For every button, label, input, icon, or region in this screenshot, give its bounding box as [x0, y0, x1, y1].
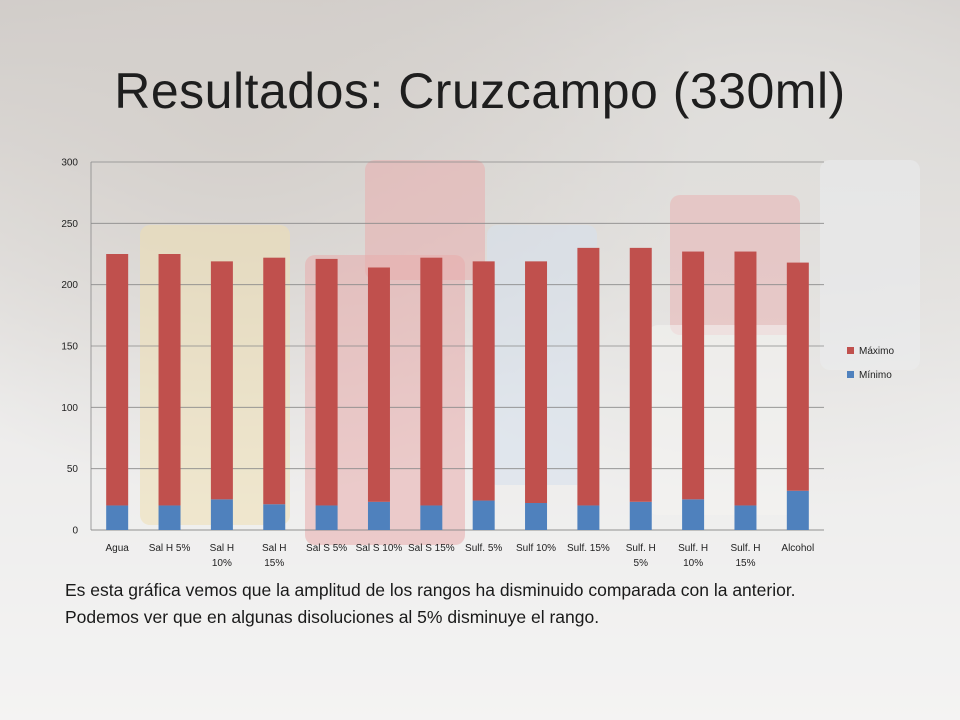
bar-maximo	[682, 251, 705, 500]
bar-maximo	[472, 261, 495, 501]
x-tick-label: Sal S 15%	[408, 543, 455, 554]
x-tick-label: Sulf. 15%	[567, 543, 610, 554]
bar-minimo	[106, 505, 129, 530]
x-tick-label: 15%	[264, 558, 284, 569]
slide-caption: Es esta gráfica vemos que la amplitud de…	[65, 580, 796, 627]
bar-minimo	[786, 490, 809, 530]
bar-minimo	[315, 505, 338, 530]
legend-swatch	[847, 347, 854, 354]
bar-minimo	[210, 499, 233, 530]
x-tick-label: Agua	[105, 543, 129, 554]
x-tick-label: Sulf. H	[730, 543, 760, 554]
bar-maximo	[786, 262, 809, 491]
bar-maximo	[263, 257, 286, 505]
bar-minimo	[577, 505, 600, 530]
x-tick-label: Sulf. H	[678, 543, 708, 554]
x-tick-label: Sal S 5%	[306, 543, 347, 554]
x-tick-label: Sulf. H	[626, 543, 656, 554]
x-tick-label: Sal H	[210, 543, 234, 554]
bar-minimo	[420, 505, 443, 530]
bar-maximo	[315, 258, 338, 506]
bar-minimo	[629, 501, 652, 530]
bar-minimo	[158, 505, 181, 530]
bar-minimo	[263, 504, 286, 530]
bar-minimo	[682, 499, 705, 530]
bar-maximo	[525, 261, 548, 504]
y-tick-label: 300	[61, 158, 78, 169]
legend-swatch	[847, 371, 854, 378]
bar-maximo	[210, 261, 233, 500]
x-tick-label: Sal H	[262, 543, 286, 554]
y-tick-label: 250	[61, 219, 78, 230]
y-tick-label: 50	[67, 464, 79, 475]
legend-label: Máximo	[859, 346, 894, 357]
x-tick-label: Sulf 10%	[516, 543, 556, 554]
bar-maximo	[577, 247, 600, 506]
x-tick-label: 10%	[212, 558, 232, 569]
x-tick-label: Alcohol	[781, 543, 814, 554]
x-tick-label: 10%	[683, 558, 703, 569]
y-tick-label: 150	[61, 342, 78, 353]
bar-maximo	[629, 247, 652, 502]
bar-maximo	[420, 257, 443, 506]
bar-minimo	[525, 503, 548, 530]
y-tick-label: 0	[72, 526, 78, 537]
bar-maximo	[734, 251, 757, 506]
x-tick-label: 15%	[735, 558, 755, 569]
bar-minimo	[367, 501, 390, 530]
bar-maximo	[367, 267, 390, 502]
x-tick-label: Sulf. 5%	[465, 543, 502, 554]
y-tick-label: 100	[61, 403, 78, 414]
bar-maximo	[106, 254, 129, 506]
bar-minimo	[734, 505, 757, 530]
x-tick-label: Sal H 5%	[149, 543, 191, 554]
bar-maximo	[158, 254, 181, 506]
x-tick-label: 5%	[634, 558, 649, 569]
x-tick-label: Sal S 10%	[356, 543, 403, 554]
bar-minimo	[472, 500, 495, 530]
slide-title: Resultados: Cruzcampo (330ml)	[114, 63, 846, 119]
legend-label: Mínimo	[859, 370, 892, 381]
y-tick-label: 200	[61, 280, 78, 291]
